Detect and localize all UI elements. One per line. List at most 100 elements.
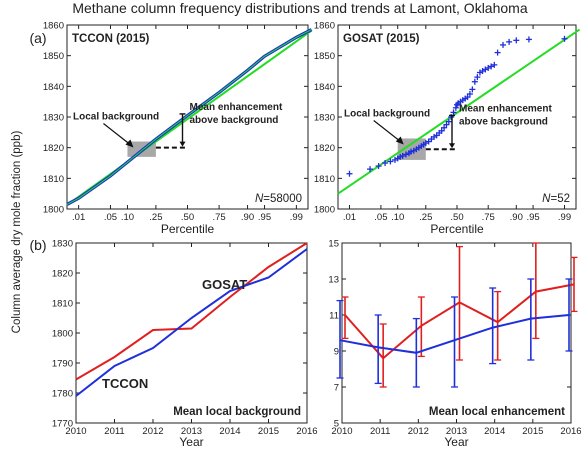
tccon-ytick-label: 1850 xyxy=(43,51,64,62)
gosat-data-point xyxy=(346,170,353,177)
tccon-xtick-label: .50 xyxy=(181,212,194,223)
gosat-ytick-label: 1860 xyxy=(314,21,335,32)
gosat-local-background-text: Local background xyxy=(344,108,430,119)
gosat-data-point xyxy=(438,127,445,134)
enhancement-series-tccon xyxy=(339,314,570,354)
enhancement-series-gosat xyxy=(344,283,575,360)
gosat-data-point xyxy=(506,38,513,45)
tccon-background-arrowhead xyxy=(125,139,134,148)
tccon-xtick-label: .99 xyxy=(290,212,303,223)
gosat-data-point xyxy=(464,94,471,101)
background-ytick-label: 1830 xyxy=(52,239,73,250)
gosat-data-point xyxy=(382,160,389,166)
gosat-ytick-label: 1820 xyxy=(314,143,335,154)
enhancement-xlabel: Year xyxy=(444,435,468,449)
enhancement-ytick-label: 11 xyxy=(329,311,339,322)
background-xtick-label: 2013 xyxy=(181,426,202,437)
gosat-data-point xyxy=(466,91,473,97)
tccon-xtick-label: .95 xyxy=(258,212,271,223)
tccon-local-background-text: Local background xyxy=(73,112,159,123)
gosat-xtick-label: .95 xyxy=(526,212,539,223)
tccon-enhancement-arrowhead xyxy=(179,141,186,147)
gosat-ytick-label: 1800 xyxy=(314,205,335,216)
tccon-ytick-label: 1810 xyxy=(43,174,64,185)
enhancement-ytick-label: 9 xyxy=(334,347,339,358)
gosat-xlabel: Percentile xyxy=(430,222,484,236)
background-ytick-label: 1780 xyxy=(52,389,73,400)
background-xtick-label: 2015 xyxy=(258,426,279,437)
gosat-enhancement-arrowhead xyxy=(449,143,455,149)
gosat-xtick-label: .05 xyxy=(374,212,387,223)
tccon-enhancement-text-1: Mean enhancement xyxy=(190,102,283,113)
gosat-data-point xyxy=(491,61,498,68)
gosat-data-point xyxy=(441,124,448,131)
enhancement-xtick-label: 2012 xyxy=(408,426,429,437)
tccon-xtick-label: .01 xyxy=(72,212,85,223)
gosat-data-point xyxy=(375,163,382,170)
background-ytick-label: 1800 xyxy=(52,329,73,340)
enhancement-xtick-label: 2015 xyxy=(522,426,543,437)
enhancement-errorbar-tccon xyxy=(451,296,458,388)
background-xtick-label: 2012 xyxy=(142,426,163,437)
tccon-xtick-label: .10 xyxy=(121,212,134,223)
background-xlabel: Year xyxy=(179,435,203,449)
tccon-xtick-label: .05 xyxy=(104,212,117,223)
enhancement-xtick-label: 2011 xyxy=(370,426,390,437)
gosat-enhancement-text-1: Mean enhancement xyxy=(459,103,552,114)
background-xtick-label: 2016 xyxy=(296,426,317,437)
figure-title: Methane column frequency distributions a… xyxy=(72,0,527,16)
tccon-background-arrow xyxy=(103,123,132,147)
gosat-background-arrowhead xyxy=(395,136,404,145)
gosat-xtick-label: .75 xyxy=(482,212,495,223)
gosat-data-point xyxy=(367,166,374,173)
gosat-xtick-label: .50 xyxy=(450,212,463,223)
gosat-data-point xyxy=(445,118,452,125)
gosat-sample-size: N=52 xyxy=(542,193,570,205)
background-ytick-label: 1810 xyxy=(52,299,73,310)
panel-b-label: (b) xyxy=(29,237,46,253)
gosat-data-point xyxy=(513,37,520,44)
enhancement-xtick-label: 2016 xyxy=(560,426,581,437)
enhancement-ytick-label: 15 xyxy=(328,239,339,250)
enhancement-ytick-label: 5 xyxy=(334,419,339,430)
tccon-ytick-label: 1840 xyxy=(43,82,64,93)
gosat-data-point xyxy=(488,63,495,70)
tccon-enhancement-text-2: above background xyxy=(190,115,279,126)
gosat-data-point xyxy=(500,41,507,48)
tccon-xtick-label: .75 xyxy=(212,212,225,223)
tccon-ytick-label: 1860 xyxy=(43,21,64,32)
enhancement-ytick-label: 13 xyxy=(328,275,339,286)
gosat-xtick-label: .99 xyxy=(558,212,571,223)
gosat-data-point xyxy=(469,86,476,93)
tccon-ytick-label: 1800 xyxy=(43,205,64,216)
gosat-xtick-label: .25 xyxy=(419,212,432,223)
gosat-data-point xyxy=(407,148,414,155)
gosat-ytick-label: 1830 xyxy=(314,113,335,124)
panel-a-label: (a) xyxy=(29,30,46,46)
gosat-data-point xyxy=(494,49,501,56)
tccon-distribution-line-core xyxy=(66,29,312,205)
gosat-title: GOSAT (2015) xyxy=(343,33,420,45)
background-series-tccon xyxy=(75,248,308,397)
tccon-xtick-label: .90 xyxy=(241,212,254,223)
gosat-xtick-label: .01 xyxy=(343,212,356,223)
gosat-xtick-label: .10 xyxy=(391,212,404,223)
gosat-ytick-label: 1840 xyxy=(314,82,335,93)
gosat-enhancement-text-2: above background xyxy=(459,116,548,127)
tccon-xlabel: Percentile xyxy=(161,222,215,236)
background-caption: Mean local background xyxy=(173,406,301,418)
gosat-data-point xyxy=(443,121,450,128)
gosat-data-point xyxy=(450,109,457,116)
enhancement-plot-frame xyxy=(341,242,572,424)
gosat-data-point xyxy=(452,104,459,111)
gosat-data-point xyxy=(399,152,406,159)
gosat-background-arrow xyxy=(373,119,403,143)
gosat-ytick-label: 1810 xyxy=(314,174,335,185)
gosat-data-point xyxy=(471,78,478,85)
gosat-ytick-label: 1850 xyxy=(314,51,335,62)
background-xtick-label: 2011 xyxy=(104,426,124,437)
gosat-data-point xyxy=(474,74,481,81)
background-xtick-label: 2014 xyxy=(219,426,240,437)
enhancement-xtick-label: 2010 xyxy=(331,426,352,437)
